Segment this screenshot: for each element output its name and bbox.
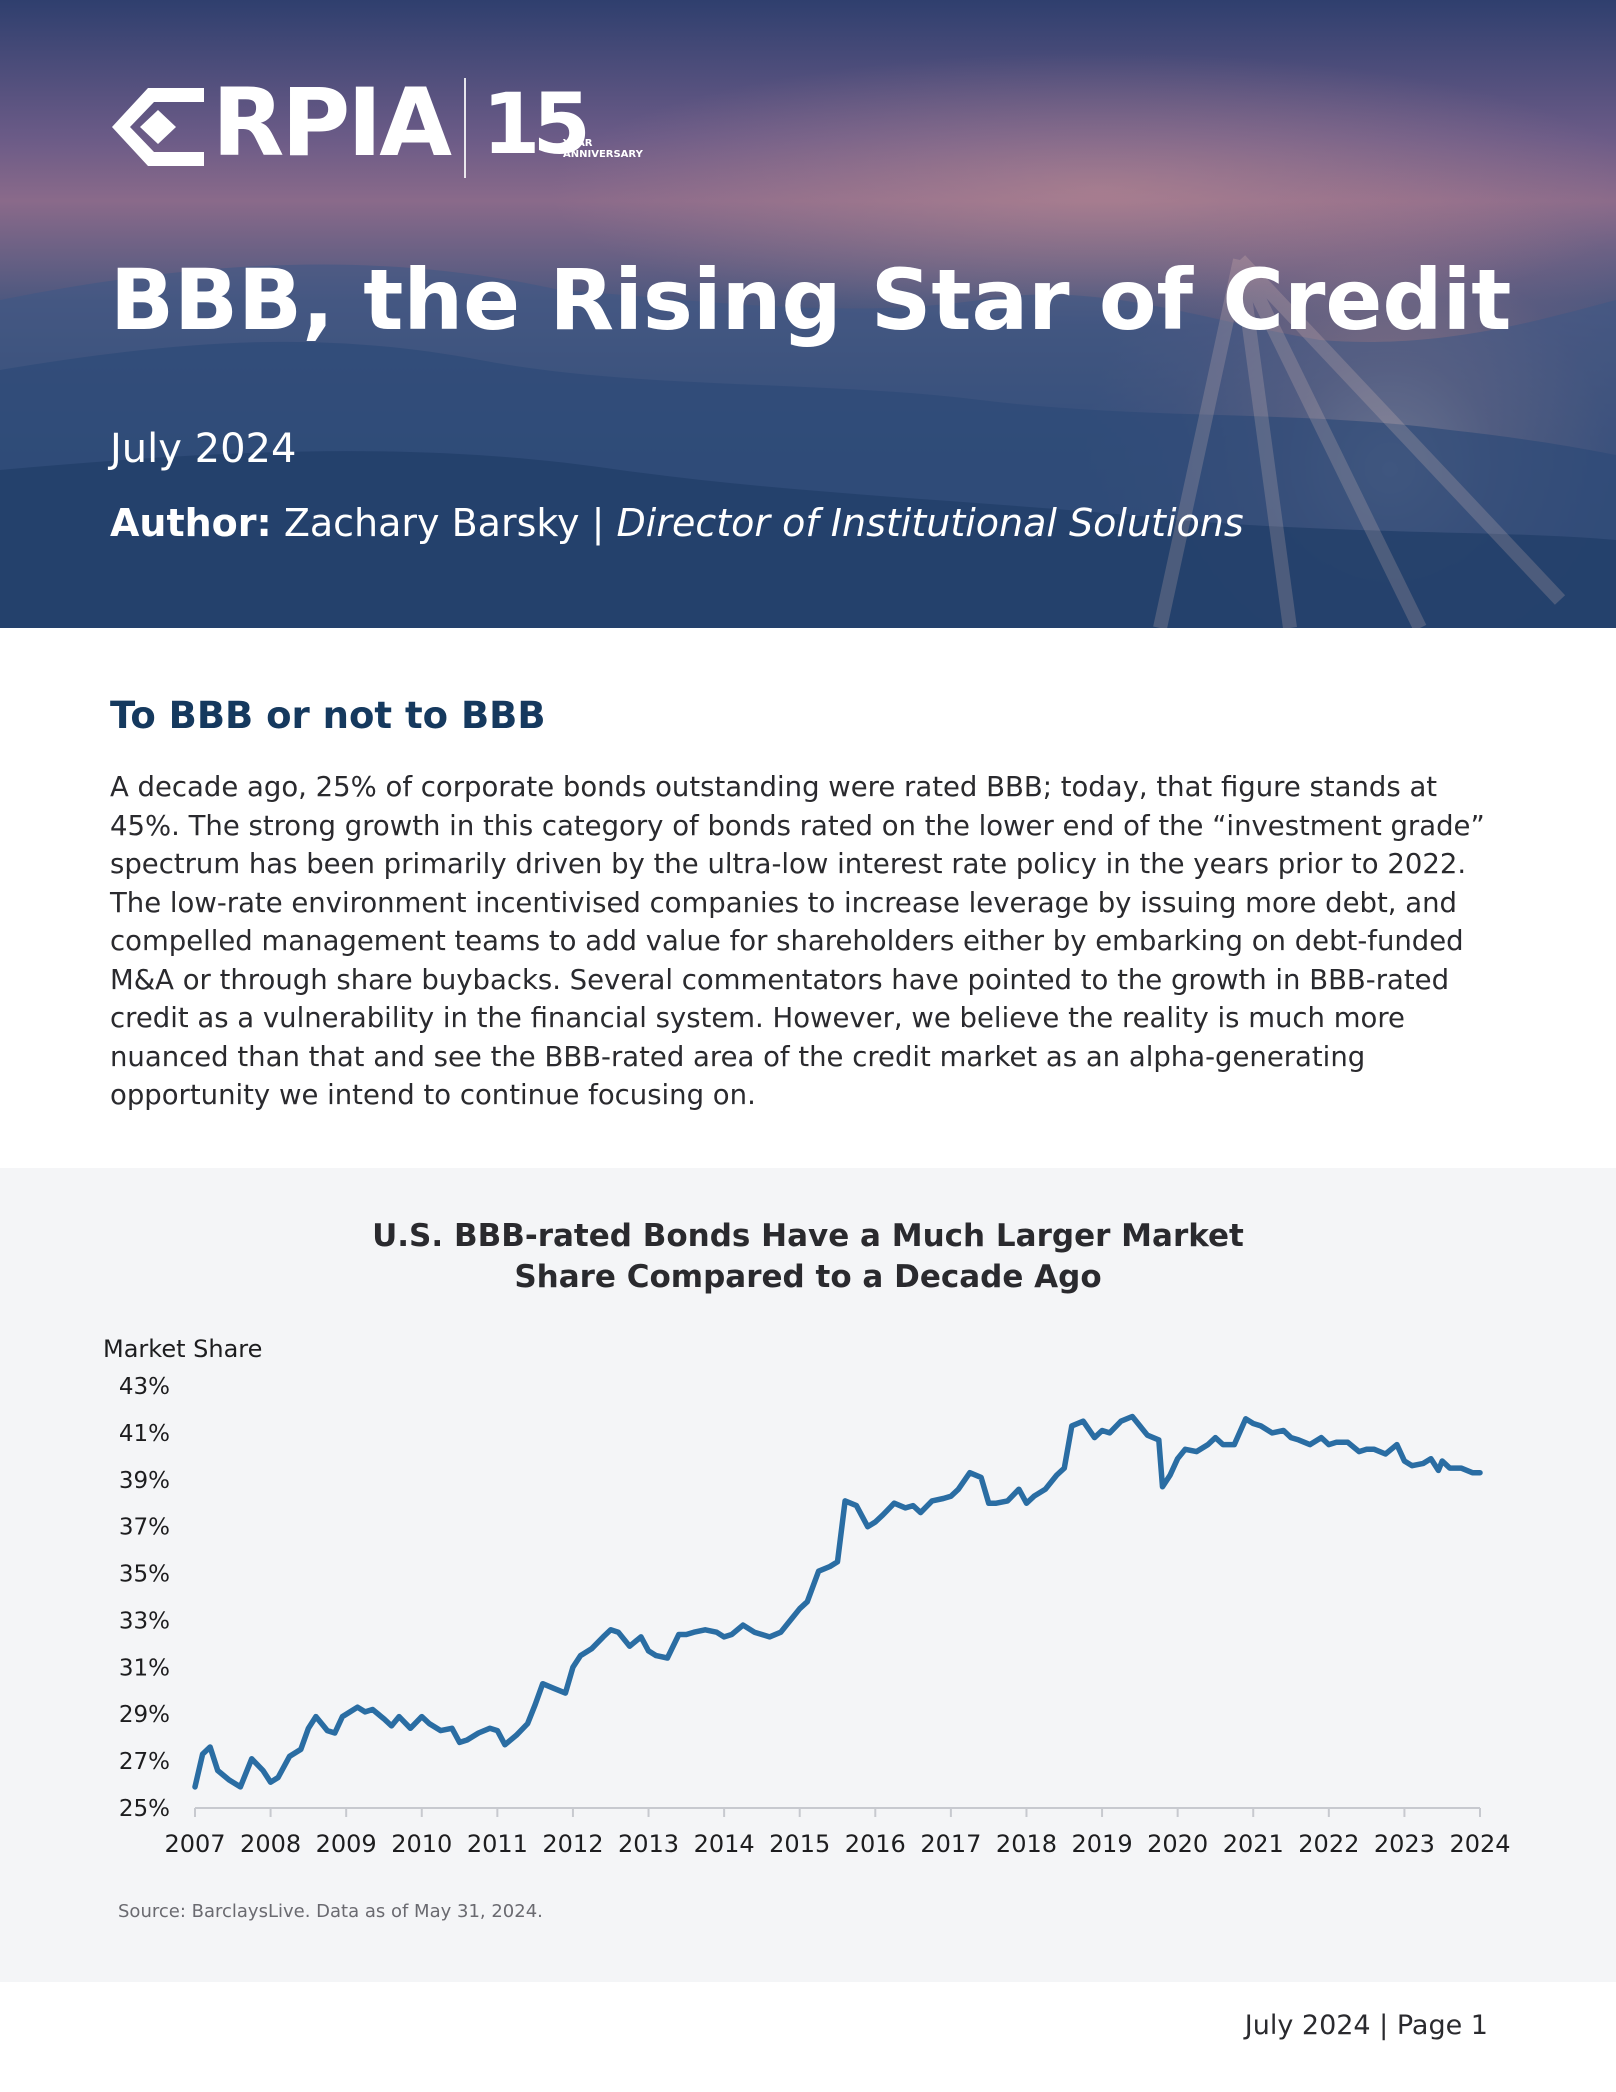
- x-tick-label: 2022: [1298, 1830, 1359, 1858]
- chart-title-line1: U.S. BBB-rated Bonds Have a Much Larger …: [372, 1218, 1244, 1254]
- y-tick-label: 27%: [119, 1749, 170, 1775]
- y-axis-label: Market Share: [103, 1335, 262, 1363]
- anniversary-number: 15: [482, 75, 591, 173]
- anniversary-label-line2: ANNIVERSARY: [563, 149, 643, 160]
- y-tick-label: 33%: [119, 1608, 170, 1634]
- author-separator: |: [591, 501, 605, 545]
- y-tick-label: 41%: [119, 1421, 170, 1447]
- market-share-line: [192, 1413, 1483, 1790]
- anniversary-label-line1: YEAR: [563, 138, 593, 149]
- x-tick-label: 2019: [1072, 1830, 1133, 1858]
- brand-wordmark: RPIA: [212, 69, 452, 178]
- x-tick-label: 2021: [1223, 1830, 1284, 1858]
- publish-date: July 2024: [110, 426, 297, 472]
- intro-paragraph: A decade ago, 25% of corporate bonds out…: [110, 771, 1485, 1111]
- author-name: Zachary Barsky: [283, 501, 580, 545]
- author-role: Director of Institutional Solutions: [616, 501, 1244, 545]
- author-label: Author:: [110, 501, 272, 545]
- x-tick-label: 2018: [996, 1830, 1057, 1858]
- x-tick-label: 2008: [240, 1830, 301, 1858]
- x-tick-label: 2014: [694, 1830, 755, 1858]
- section-heading: To BBB or not to BBB: [110, 694, 546, 737]
- author-line: Author: Zachary Barsky | Director of Ins…: [110, 498, 1244, 548]
- x-tick-label: 2007: [164, 1830, 225, 1858]
- chart-panel: U.S. BBB-rated Bonds Have a Much Larger …: [0, 1168, 1616, 1982]
- y-tick-label: 29%: [119, 1702, 170, 1728]
- x-tick-label: 2010: [391, 1830, 452, 1858]
- chart-source-note: Source: BarclaysLive. Data as of May 31,…: [118, 1901, 543, 1922]
- chart-title: U.S. BBB-rated Bonds Have a Much Larger …: [0, 1216, 1616, 1298]
- anniversary-label: YEAR ANNIVERSARY: [563, 138, 643, 160]
- y-tick-label: 25%: [119, 1796, 170, 1822]
- mountain-silhouette: [0, 255, 1616, 628]
- x-tick-label: 2011: [467, 1830, 528, 1858]
- x-tick-label: 2015: [769, 1830, 830, 1858]
- page-footer: July 2024 | Page 1: [1244, 2010, 1488, 2041]
- chart-title-line2: Share Compared to a Decade Ago: [514, 1259, 1102, 1295]
- y-tick-label: 43%: [119, 1374, 170, 1400]
- y-tick-label: 35%: [119, 1562, 170, 1588]
- x-tick-label: 2020: [1147, 1830, 1208, 1858]
- header-banner: RPIA 15 YEAR ANNIVERSARY BBB, the Rising…: [0, 0, 1616, 628]
- line-chart: Market Share 25% 27% 29% 31% 33% 35% 37% 39% 41% 4…: [103, 1335, 1511, 1858]
- x-tick-label: 2016: [845, 1830, 906, 1858]
- x-tick-label: 2009: [316, 1830, 377, 1858]
- x-tick-label: 2012: [542, 1830, 603, 1858]
- x-tick-label: 2013: [618, 1830, 679, 1858]
- x-tick-label: 2017: [920, 1830, 981, 1858]
- y-tick-label: 39%: [119, 1468, 170, 1494]
- x-tick-label: 2023: [1374, 1830, 1435, 1858]
- rpia-diamond-icon: [112, 88, 204, 166]
- logo-divider: [464, 78, 466, 178]
- page-title: BBB, the Rising Star of Credit: [110, 251, 1512, 349]
- x-tick-label: 2024: [1449, 1830, 1510, 1858]
- y-tick-label: 37%: [119, 1515, 170, 1541]
- y-tick-label: 31%: [119, 1655, 170, 1681]
